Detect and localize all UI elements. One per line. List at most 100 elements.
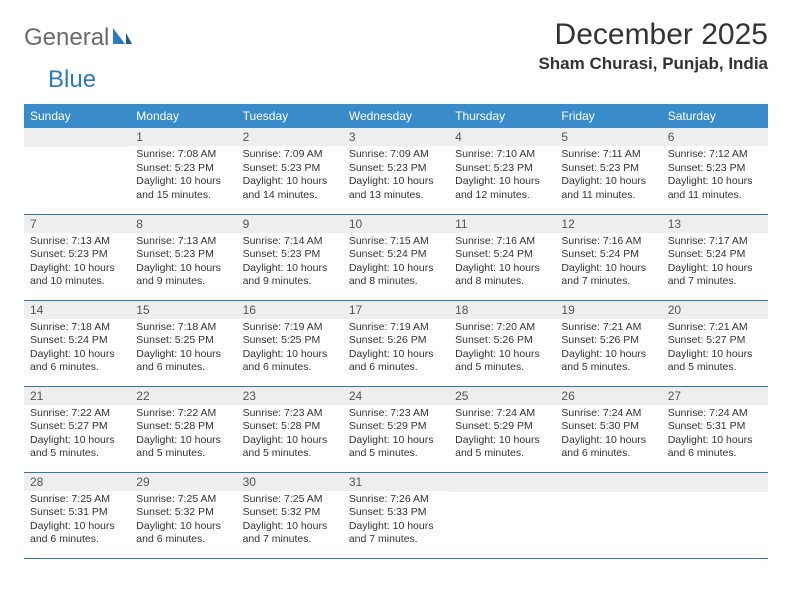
daylight-text: Daylight: 10 hours and 11 minutes. xyxy=(561,175,655,202)
day-details: Sunrise: 7:21 AMSunset: 5:27 PMDaylight:… xyxy=(662,319,768,380)
daylight-text: Daylight: 10 hours and 5 minutes. xyxy=(243,434,337,461)
daylight-text: Daylight: 10 hours and 5 minutes. xyxy=(561,348,655,375)
daylight-text: Daylight: 10 hours and 7 minutes. xyxy=(668,262,762,289)
sunset-text: Sunset: 5:30 PM xyxy=(561,420,655,434)
daylight-text: Daylight: 10 hours and 7 minutes. xyxy=(243,520,337,547)
sunrise-text: Sunrise: 7:26 AM xyxy=(349,493,443,507)
calendar-cell: 13Sunrise: 7:17 AMSunset: 5:24 PMDayligh… xyxy=(662,214,768,300)
day-number: 24 xyxy=(343,387,449,405)
day-details: Sunrise: 7:11 AMSunset: 5:23 PMDaylight:… xyxy=(555,146,661,207)
weekday-header: Sunday xyxy=(24,104,130,128)
sunrise-text: Sunrise: 7:16 AM xyxy=(561,235,655,249)
calendar-body: 1Sunrise: 7:08 AMSunset: 5:23 PMDaylight… xyxy=(24,128,768,558)
sunrise-text: Sunrise: 7:22 AM xyxy=(30,407,124,421)
sunset-text: Sunset: 5:24 PM xyxy=(455,248,549,262)
day-details: Sunrise: 7:09 AMSunset: 5:23 PMDaylight:… xyxy=(237,146,343,207)
day-number: 16 xyxy=(237,301,343,319)
daylight-text: Daylight: 10 hours and 6 minutes. xyxy=(668,434,762,461)
day-details: Sunrise: 7:12 AMSunset: 5:23 PMDaylight:… xyxy=(662,146,768,207)
sunrise-text: Sunrise: 7:16 AM xyxy=(455,235,549,249)
calendar-cell xyxy=(662,472,768,558)
daylight-text: Daylight: 10 hours and 5 minutes. xyxy=(455,348,549,375)
calendar-cell: 5Sunrise: 7:11 AMSunset: 5:23 PMDaylight… xyxy=(555,128,661,214)
calendar-cell: 22Sunrise: 7:22 AMSunset: 5:28 PMDayligh… xyxy=(130,386,236,472)
sunset-text: Sunset: 5:24 PM xyxy=(561,248,655,262)
day-number: 19 xyxy=(555,301,661,319)
daylight-text: Daylight: 10 hours and 9 minutes. xyxy=(136,262,230,289)
day-details: Sunrise: 7:17 AMSunset: 5:24 PMDaylight:… xyxy=(662,233,768,294)
empty-day xyxy=(555,473,661,492)
sunset-text: Sunset: 5:25 PM xyxy=(243,334,337,348)
sunrise-text: Sunrise: 7:09 AM xyxy=(349,148,443,162)
calendar-cell: 7Sunrise: 7:13 AMSunset: 5:23 PMDaylight… xyxy=(24,214,130,300)
sunrise-text: Sunrise: 7:20 AM xyxy=(455,321,549,335)
daylight-text: Daylight: 10 hours and 7 minutes. xyxy=(349,520,443,547)
day-number: 2 xyxy=(237,128,343,146)
day-number: 17 xyxy=(343,301,449,319)
calendar-page: General December 2025 Sham Churasi, Punj… xyxy=(0,0,792,577)
daylight-text: Daylight: 10 hours and 14 minutes. xyxy=(243,175,337,202)
sunrise-text: Sunrise: 7:13 AM xyxy=(136,235,230,249)
day-number: 14 xyxy=(24,301,130,319)
day-details: Sunrise: 7:16 AMSunset: 5:24 PMDaylight:… xyxy=(555,233,661,294)
daylight-text: Daylight: 10 hours and 9 minutes. xyxy=(243,262,337,289)
sunrise-text: Sunrise: 7:12 AM xyxy=(668,148,762,162)
sunset-text: Sunset: 5:28 PM xyxy=(243,420,337,434)
sunrise-text: Sunrise: 7:11 AM xyxy=(561,148,655,162)
month-title: December 2025 xyxy=(538,18,768,52)
daylight-text: Daylight: 10 hours and 8 minutes. xyxy=(455,262,549,289)
day-number: 8 xyxy=(130,215,236,233)
daylight-text: Daylight: 10 hours and 6 minutes. xyxy=(136,348,230,375)
logo: General xyxy=(24,18,135,52)
calendar-cell: 20Sunrise: 7:21 AMSunset: 5:27 PMDayligh… xyxy=(662,300,768,386)
sunrise-text: Sunrise: 7:25 AM xyxy=(243,493,337,507)
day-number: 26 xyxy=(555,387,661,405)
day-details: Sunrise: 7:14 AMSunset: 5:23 PMDaylight:… xyxy=(237,233,343,294)
day-details: Sunrise: 7:20 AMSunset: 5:26 PMDaylight:… xyxy=(449,319,555,380)
calendar-cell xyxy=(24,128,130,214)
day-number: 9 xyxy=(237,215,343,233)
sunset-text: Sunset: 5:29 PM xyxy=(349,420,443,434)
day-details: Sunrise: 7:25 AMSunset: 5:32 PMDaylight:… xyxy=(130,491,236,552)
sunset-text: Sunset: 5:23 PM xyxy=(136,248,230,262)
daylight-text: Daylight: 10 hours and 6 minutes. xyxy=(243,348,337,375)
sunset-text: Sunset: 5:23 PM xyxy=(668,162,762,176)
calendar-cell: 26Sunrise: 7:24 AMSunset: 5:30 PMDayligh… xyxy=(555,386,661,472)
calendar-row: 28Sunrise: 7:25 AMSunset: 5:31 PMDayligh… xyxy=(24,472,768,558)
sunset-text: Sunset: 5:23 PM xyxy=(243,248,337,262)
calendar-cell xyxy=(449,472,555,558)
sunset-text: Sunset: 5:23 PM xyxy=(349,162,443,176)
day-details: Sunrise: 7:18 AMSunset: 5:25 PMDaylight:… xyxy=(130,319,236,380)
sunrise-text: Sunrise: 7:13 AM xyxy=(30,235,124,249)
sunrise-text: Sunrise: 7:24 AM xyxy=(561,407,655,421)
calendar-cell: 9Sunrise: 7:14 AMSunset: 5:23 PMDaylight… xyxy=(237,214,343,300)
calendar-row: 7Sunrise: 7:13 AMSunset: 5:23 PMDaylight… xyxy=(24,214,768,300)
daylight-text: Daylight: 10 hours and 5 minutes. xyxy=(349,434,443,461)
calendar-cell: 16Sunrise: 7:19 AMSunset: 5:25 PMDayligh… xyxy=(237,300,343,386)
day-number: 13 xyxy=(662,215,768,233)
sunset-text: Sunset: 5:25 PM xyxy=(136,334,230,348)
calendar-cell: 19Sunrise: 7:21 AMSunset: 5:26 PMDayligh… xyxy=(555,300,661,386)
sunset-text: Sunset: 5:26 PM xyxy=(349,334,443,348)
calendar-cell: 23Sunrise: 7:23 AMSunset: 5:28 PMDayligh… xyxy=(237,386,343,472)
calendar-row: 14Sunrise: 7:18 AMSunset: 5:24 PMDayligh… xyxy=(24,300,768,386)
sunrise-text: Sunrise: 7:10 AM xyxy=(455,148,549,162)
sunset-text: Sunset: 5:26 PM xyxy=(455,334,549,348)
sunset-text: Sunset: 5:32 PM xyxy=(243,506,337,520)
sunset-text: Sunset: 5:26 PM xyxy=(561,334,655,348)
calendar-cell: 28Sunrise: 7:25 AMSunset: 5:31 PMDayligh… xyxy=(24,472,130,558)
calendar-cell: 6Sunrise: 7:12 AMSunset: 5:23 PMDaylight… xyxy=(662,128,768,214)
sunset-text: Sunset: 5:23 PM xyxy=(30,248,124,262)
calendar-cell: 2Sunrise: 7:09 AMSunset: 5:23 PMDaylight… xyxy=(237,128,343,214)
daylight-text: Daylight: 10 hours and 12 minutes. xyxy=(455,175,549,202)
day-number: 22 xyxy=(130,387,236,405)
day-details: Sunrise: 7:26 AMSunset: 5:33 PMDaylight:… xyxy=(343,491,449,552)
empty-day xyxy=(24,128,130,147)
title-block: December 2025 Sham Churasi, Punjab, Indi… xyxy=(538,18,768,74)
day-details: Sunrise: 7:19 AMSunset: 5:25 PMDaylight:… xyxy=(237,319,343,380)
calendar-head: SundayMondayTuesdayWednesdayThursdayFrid… xyxy=(24,104,768,128)
sunset-text: Sunset: 5:31 PM xyxy=(30,506,124,520)
day-number: 20 xyxy=(662,301,768,319)
daylight-text: Daylight: 10 hours and 6 minutes. xyxy=(30,348,124,375)
day-number: 6 xyxy=(662,128,768,146)
